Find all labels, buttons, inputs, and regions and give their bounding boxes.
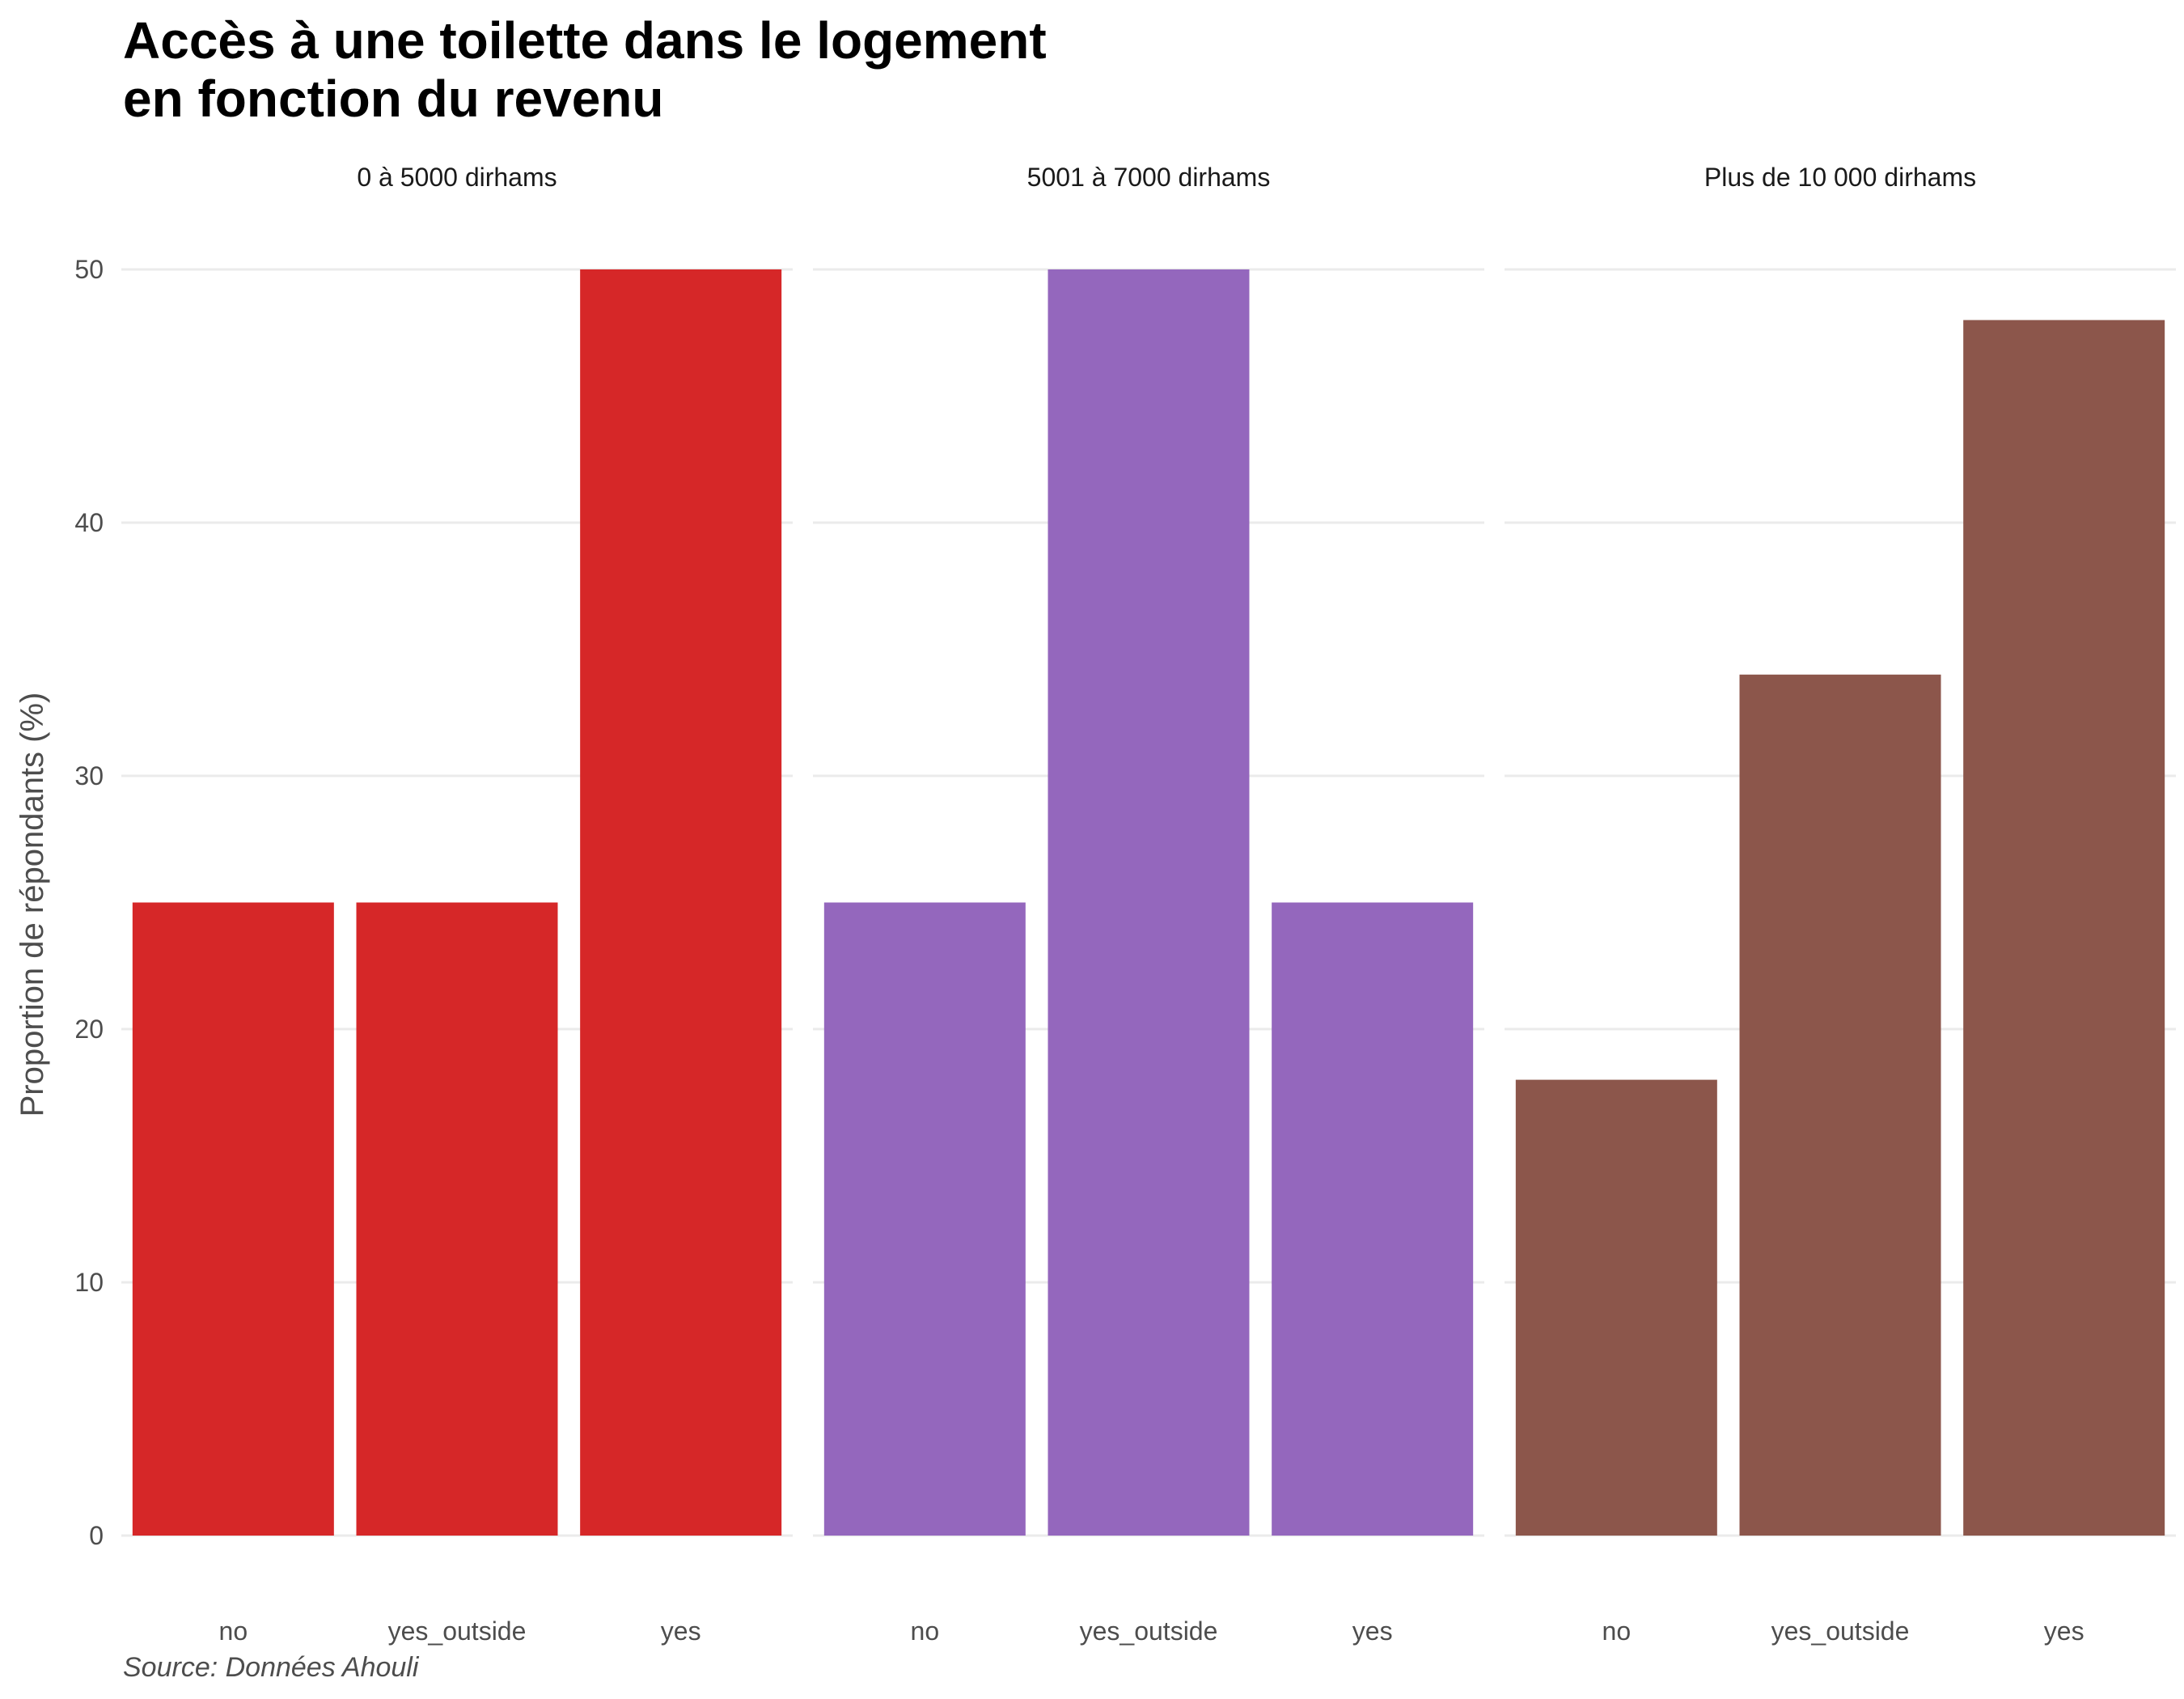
bar-no-panel-2 xyxy=(823,902,1026,1536)
bar-no-panel-3 xyxy=(1515,1079,1717,1536)
x-tick-label: no xyxy=(1602,1616,1632,1646)
y-axis-label: Proportion de répondants (%) xyxy=(15,693,50,1117)
chart-title-line-1: Accès à une toilette dans le logement xyxy=(123,11,1047,70)
x-tick-label: yes xyxy=(1352,1616,1393,1646)
chart-title-line-2: en fonction du revenu xyxy=(123,70,663,128)
x-tick-label: yes xyxy=(2044,1616,2085,1646)
bar-yes_outside-panel-3 xyxy=(1739,674,1941,1536)
facet-strip-label: 0 à 5000 dirhams xyxy=(357,163,557,192)
y-tick-label: 40 xyxy=(74,508,104,537)
facet-strip-label: Plus de 10 000 dirhams xyxy=(1704,163,1976,192)
x-tick-label: yes_outside xyxy=(388,1616,527,1646)
y-tick-label: 50 xyxy=(74,255,104,284)
bar-yes-panel-1 xyxy=(580,269,782,1536)
y-tick-label: 0 xyxy=(89,1521,104,1550)
bar-yes-panel-2 xyxy=(1272,902,1474,1536)
bar-yes_outside-panel-1 xyxy=(356,902,558,1536)
caption: Source: Données Ahouli xyxy=(123,1652,420,1683)
facet-strip-label: 5001 à 7000 dirhams xyxy=(1027,163,1271,192)
y-tick-label: 30 xyxy=(74,761,104,790)
bar-yes-panel-3 xyxy=(1963,320,2165,1536)
x-tick-label: yes_outside xyxy=(1080,1616,1218,1646)
x-tick-label: yes xyxy=(661,1616,701,1646)
y-tick-label: 10 xyxy=(74,1268,104,1297)
bar-yes_outside-panel-2 xyxy=(1048,269,1250,1536)
bar-no-panel-1 xyxy=(132,902,334,1536)
x-tick-label: no xyxy=(911,1616,940,1646)
x-tick-label: no xyxy=(219,1616,248,1646)
y-tick-label: 20 xyxy=(74,1015,104,1044)
plot-area: 0 10 20 30 40 50 0 à 5000 dirhams no yes_outside… xyxy=(74,163,2176,1646)
x-tick-label: yes_outside xyxy=(1771,1616,1910,1646)
